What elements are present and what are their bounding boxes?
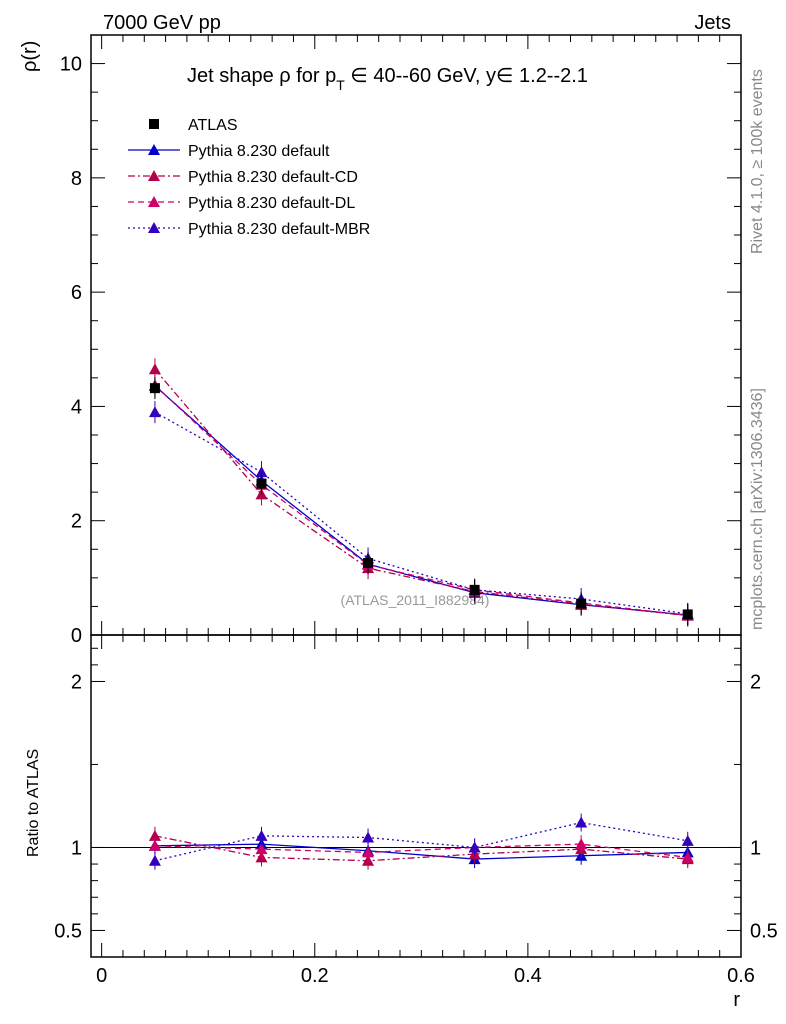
legend-marker-pythia-8-230-default-cd bbox=[148, 170, 160, 181]
x-tick-label: 0 bbox=[96, 965, 107, 987]
ratio-y-axis-label: Ratio to ATLAS bbox=[25, 749, 42, 857]
ratio-line-pythia-8-230-default-cd bbox=[154, 835, 688, 862]
ratio-y-tick-label-right: 1 bbox=[750, 837, 761, 859]
rivet-label: Rivet 4.1.0, ≥ 100k events bbox=[749, 69, 766, 254]
legend-label-atlas: ATLAS bbox=[188, 117, 238, 134]
ratio-point-pythia-8-230-default-mbr bbox=[468, 841, 481, 853]
ratio-point-pythia-8-230-default-dl bbox=[148, 839, 161, 851]
mcplots-label: mcplots.cern.ch [arXiv:1306.3436] bbox=[749, 388, 766, 630]
x-tick-label: 0.2 bbox=[301, 965, 329, 987]
ratio-y-tick-label: 1 bbox=[71, 837, 82, 859]
header-right: Jets bbox=[694, 12, 731, 34]
point-pythia-8-230-default-cd bbox=[148, 363, 161, 375]
series-line-pythia-8-230-default bbox=[154, 385, 688, 616]
y-tick-label: 2 bbox=[71, 511, 82, 533]
y-tick-label: 8 bbox=[71, 168, 82, 190]
legend-label-pythia-8-230-default: Pythia 8.230 default bbox=[188, 143, 330, 160]
ratio-point-pythia-8-230-default-mbr bbox=[255, 829, 268, 841]
series-line-pythia-8-230-default-dl bbox=[154, 384, 688, 617]
analysis-watermark: (ATLAS_2011_I882984) bbox=[341, 592, 490, 608]
ratio-line-pythia-8-230-default-mbr bbox=[154, 821, 688, 862]
point-atlas bbox=[469, 584, 480, 595]
ratio-point-pythia-8-230-default-mbr bbox=[575, 816, 588, 828]
point-atlas bbox=[682, 609, 693, 620]
legend-marker-pythia-8-230-default-mbr bbox=[148, 222, 160, 233]
ratio-point-pythia-8-230-default-dl bbox=[362, 846, 375, 858]
x-tick-label: 0.4 bbox=[514, 965, 542, 987]
x-tick-label: 0.6 bbox=[727, 965, 755, 987]
series-line-pythia-8-230-default-mbr bbox=[154, 411, 688, 615]
ratio-y-tick-label-right: 2 bbox=[750, 671, 761, 693]
ratio-point-pythia-8-230-default-cd bbox=[148, 829, 161, 841]
legend-marker-pythia-8-230-default-dl bbox=[148, 196, 160, 207]
point-atlas bbox=[576, 598, 587, 609]
point-pythia-8-230-default-mbr bbox=[148, 406, 161, 418]
series-line-pythia-8-230-default-cd bbox=[154, 368, 688, 617]
legend-marker-pythia-8-230-default bbox=[148, 144, 160, 155]
ratio-line-pythia-8-230-default-dl bbox=[154, 843, 688, 859]
y-axis-label: ρ(r) bbox=[19, 41, 41, 72]
ratio-plot-frame bbox=[90, 634, 742, 958]
ratio-point-pythia-8-230-default-dl bbox=[681, 851, 694, 863]
legend-marker-atlas bbox=[149, 119, 159, 129]
ratio-point-pythia-8-230-default-mbr bbox=[148, 854, 161, 866]
point-atlas bbox=[256, 478, 267, 489]
legend-label-pythia-8-230-default-dl: Pythia 8.230 default-DL bbox=[188, 195, 355, 212]
ratio-y-tick-label: 2 bbox=[71, 671, 82, 693]
ratio-point-pythia-8-230-default-dl bbox=[575, 838, 588, 850]
ratio-y-tick-label: 0.5 bbox=[54, 920, 82, 942]
point-atlas bbox=[149, 383, 160, 394]
ratio-point-pythia-8-230-default-mbr bbox=[362, 831, 375, 843]
y-tick-label: 4 bbox=[71, 396, 82, 418]
legend-label-pythia-8-230-default-cd: Pythia 8.230 default-CD bbox=[188, 169, 358, 186]
ratio-y-tick-label-right: 0.5 bbox=[750, 920, 778, 942]
header-left: 7000 GeV pp bbox=[103, 12, 221, 34]
plot-title: Jet shape ρ for pT ∈ 40--60 GeV, y∈ 1.2-… bbox=[187, 65, 588, 93]
ratio-line-pythia-8-230-default bbox=[154, 843, 688, 860]
ratio-point-pythia-8-230-default-dl bbox=[255, 843, 268, 855]
y-tick-label: 10 bbox=[60, 54, 82, 76]
point-atlas bbox=[363, 558, 374, 568]
point-pythia-8-230-default-mbr bbox=[255, 466, 268, 478]
x-axis-label: r bbox=[733, 989, 740, 1011]
y-tick-label: 6 bbox=[71, 282, 82, 304]
legend-label-pythia-8-230-default-mbr: Pythia 8.230 default-MBR bbox=[188, 221, 370, 238]
ratio-point-pythia-8-230-default-mbr bbox=[681, 834, 694, 846]
y-tick-label: 0 bbox=[71, 625, 82, 647]
